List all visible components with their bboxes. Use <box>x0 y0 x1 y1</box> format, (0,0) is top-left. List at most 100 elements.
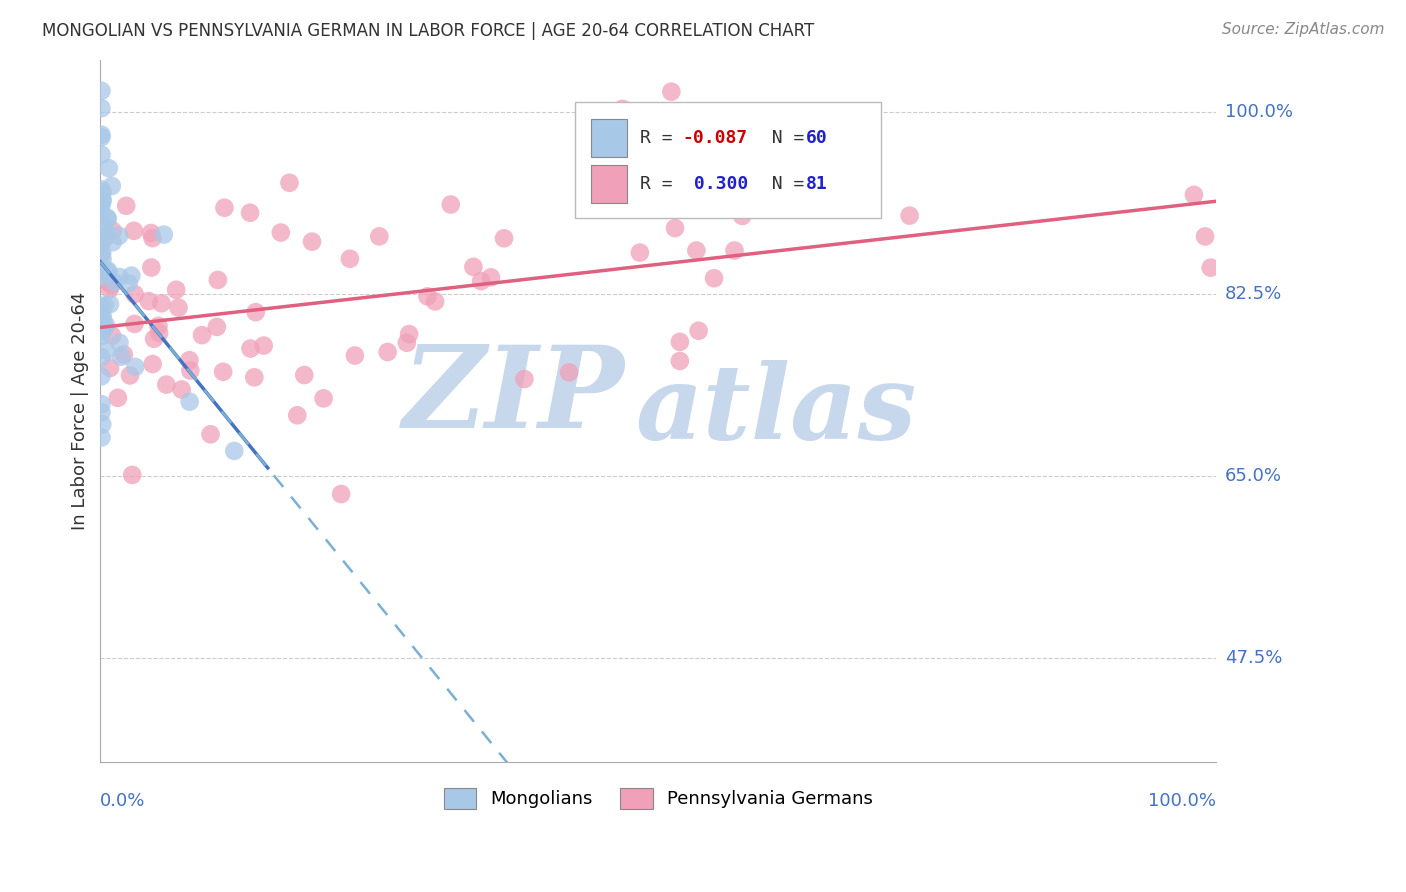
Point <box>107 391 129 405</box>
Point <box>91 194 114 209</box>
Point <box>90 314 112 328</box>
Point <box>200 427 222 442</box>
Point <box>97 275 120 289</box>
Point <box>94 318 117 332</box>
Point <box>470 274 492 288</box>
Point <box>796 178 818 192</box>
Point <box>90 236 112 251</box>
Point <box>139 226 162 240</box>
Point <box>463 260 485 274</box>
Point <box>93 318 115 333</box>
FancyBboxPatch shape <box>592 165 627 203</box>
Point <box>155 377 177 392</box>
Point <box>90 101 112 115</box>
Point <box>723 244 745 258</box>
Point <box>685 244 707 258</box>
Point <box>612 102 634 116</box>
Point <box>191 328 214 343</box>
Point <box>101 178 124 193</box>
Point <box>97 211 120 226</box>
Point <box>688 324 710 338</box>
Text: N =: N = <box>749 175 815 193</box>
Point <box>90 329 112 343</box>
Point <box>90 405 112 419</box>
Point <box>90 198 112 212</box>
Point <box>90 84 112 98</box>
Point <box>416 289 439 303</box>
Point <box>153 227 176 242</box>
Point <box>108 335 131 350</box>
Point <box>90 128 112 142</box>
Point <box>90 191 112 205</box>
Point <box>440 197 463 211</box>
Text: N =: N = <box>749 129 815 147</box>
Text: 0.300: 0.300 <box>683 175 748 193</box>
Point <box>343 349 366 363</box>
Point <box>103 275 125 289</box>
Point <box>179 394 201 409</box>
Point <box>212 365 235 379</box>
Point <box>101 224 124 238</box>
Point <box>207 273 229 287</box>
Point <box>628 245 651 260</box>
Point <box>98 360 121 375</box>
FancyBboxPatch shape <box>575 102 882 218</box>
Text: R =: R = <box>641 175 683 193</box>
Point <box>270 226 292 240</box>
Point <box>513 372 536 386</box>
Point <box>94 343 117 358</box>
Point <box>96 211 118 225</box>
Point <box>253 338 276 352</box>
Point <box>731 209 754 223</box>
Point <box>94 298 117 312</box>
Point <box>90 264 112 278</box>
Text: Source: ZipAtlas.com: Source: ZipAtlas.com <box>1222 22 1385 37</box>
Point <box>101 235 124 250</box>
Point <box>558 365 581 379</box>
Point <box>100 278 122 293</box>
Point <box>245 305 267 319</box>
Point <box>179 363 201 377</box>
Point <box>98 282 121 296</box>
Text: atlas: atlas <box>636 360 917 461</box>
Point <box>898 209 921 223</box>
FancyBboxPatch shape <box>592 119 627 158</box>
Text: MONGOLIAN VS PENNSYLVANIA GERMAN IN LABOR FORCE | AGE 20-64 CORRELATION CHART: MONGOLIAN VS PENNSYLVANIA GERMAN IN LABO… <box>42 22 814 40</box>
Point <box>423 294 446 309</box>
Point <box>1199 260 1222 275</box>
Point <box>141 231 163 245</box>
Point <box>659 85 682 99</box>
Legend: Mongolians, Pennsylvania Germans: Mongolians, Pennsylvania Germans <box>436 780 880 816</box>
Point <box>91 233 114 247</box>
Point <box>90 269 112 284</box>
Text: -0.087: -0.087 <box>683 129 748 147</box>
Point <box>120 268 142 283</box>
Point <box>759 180 782 194</box>
Point <box>91 186 114 200</box>
Point <box>239 206 262 220</box>
Point <box>94 321 117 335</box>
Point <box>90 130 112 145</box>
Point <box>91 417 114 432</box>
Text: 47.5%: 47.5% <box>1225 648 1282 666</box>
Point <box>90 397 112 411</box>
Point <box>121 467 143 482</box>
Point <box>148 318 170 333</box>
Point <box>124 287 146 301</box>
Point <box>112 347 135 361</box>
Text: ZIP: ZIP <box>404 341 624 452</box>
Point <box>395 335 418 350</box>
Point <box>141 260 163 275</box>
Text: 60: 60 <box>806 129 827 147</box>
Point <box>90 316 112 330</box>
Point <box>90 316 112 330</box>
Point <box>179 353 201 368</box>
Point <box>278 176 301 190</box>
Point <box>90 350 112 364</box>
Y-axis label: In Labor Force | Age 20-64: In Labor Force | Age 20-64 <box>72 292 89 530</box>
Point <box>368 229 391 244</box>
Point <box>90 182 112 196</box>
Point <box>377 345 399 359</box>
Point <box>703 271 725 285</box>
Text: 100.0%: 100.0% <box>1149 792 1216 810</box>
